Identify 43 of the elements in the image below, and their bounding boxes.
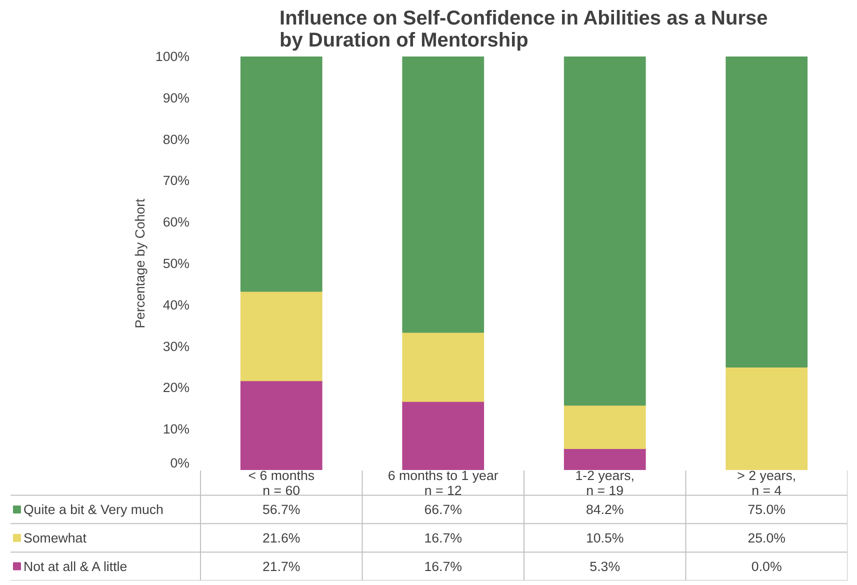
x-tick-label: > 2 years, n = 4 xyxy=(737,468,796,498)
bar xyxy=(564,56,646,406)
legend-label: Quite a bit & Very much xyxy=(23,502,164,517)
data-label: 16.7% xyxy=(424,558,462,574)
data-label: 66.7% xyxy=(424,502,462,517)
bar xyxy=(402,400,484,470)
bar xyxy=(564,404,646,450)
data-label: 84.2% xyxy=(586,502,624,517)
data-label: 0.0% xyxy=(751,558,782,574)
bar xyxy=(564,448,646,470)
bar xyxy=(726,56,808,368)
chart-title: Influence on Self-Confidence in Abilities as a Nurse by Duration of Mentorship xyxy=(280,8,768,52)
data-label: 25.0% xyxy=(748,530,786,546)
data-label: 21.6% xyxy=(262,530,300,546)
x-tick-label: 1-2 years, n = 19 xyxy=(575,468,635,498)
legend-label: Not at all & A little xyxy=(23,558,128,574)
bar xyxy=(402,56,484,333)
data-label: 21.7% xyxy=(262,558,300,574)
bar xyxy=(240,290,322,382)
y-tick-label: 50% xyxy=(162,256,190,271)
bar xyxy=(402,332,484,402)
data-label: 10.5% xyxy=(586,530,624,546)
y-axis-title: Percentage by Cohort xyxy=(132,198,148,328)
bar xyxy=(726,366,808,470)
x-tick-label: 6 months to 1 year n = 12 xyxy=(388,468,499,498)
y-tick-label: 70% xyxy=(162,173,190,188)
bar xyxy=(240,380,322,470)
x-tick-label: < 6 months n = 60 xyxy=(248,468,315,498)
y-tick-label: 0% xyxy=(170,456,190,470)
y-tick-label: 60% xyxy=(162,214,190,230)
legend-label: Somewhat xyxy=(23,530,87,546)
y-tick-label: 40% xyxy=(162,297,190,312)
data-label: 16.7% xyxy=(424,530,462,546)
bar xyxy=(240,56,322,292)
y-tick-label: 100% xyxy=(155,49,190,64)
y-tick-label: 80% xyxy=(162,132,190,147)
y-tick-label: 20% xyxy=(162,380,190,396)
data-label: 56.7% xyxy=(262,502,300,517)
y-tick-label: 30% xyxy=(162,338,190,354)
data-label: 5.3% xyxy=(590,558,620,574)
y-tick-label: 90% xyxy=(162,90,190,106)
y-tick-label: 10% xyxy=(162,422,190,437)
data-label: 75.0% xyxy=(748,502,786,517)
